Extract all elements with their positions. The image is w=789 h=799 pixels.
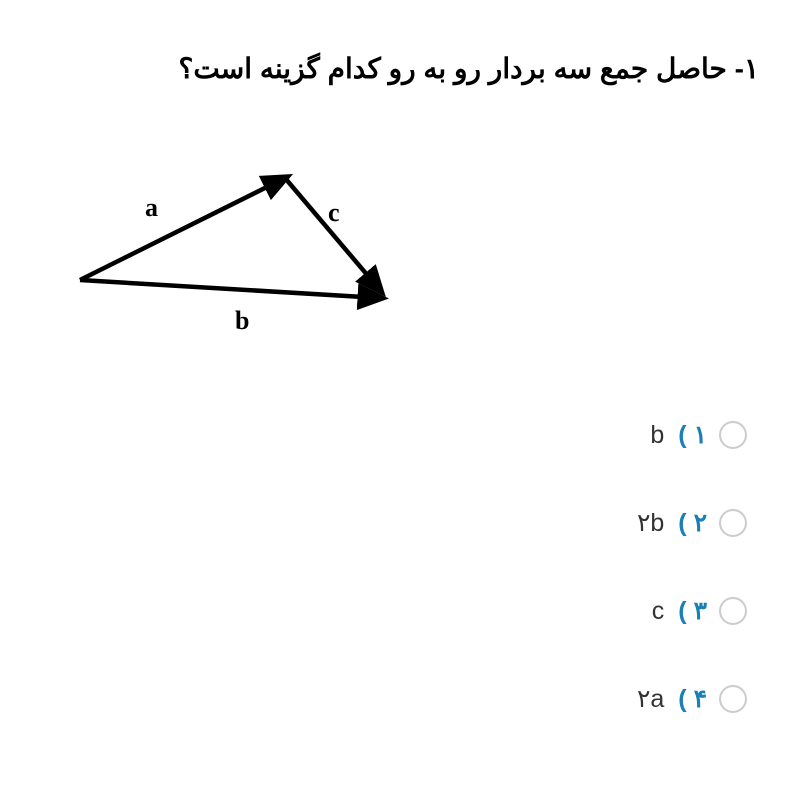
option-2-num: ۲ ) bbox=[678, 508, 707, 538]
option-3[interactable]: ۳ ) c bbox=[637, 596, 747, 626]
option-2-text: ۲b bbox=[637, 508, 664, 538]
vector-diagram: a c b bbox=[50, 160, 420, 340]
option-4[interactable]: ۴ ) ۲a bbox=[637, 684, 747, 714]
question-body: حاصل جمع سه بردار رو به رو کدام گزینه اس… bbox=[178, 53, 726, 84]
option-3-num: ۳ ) bbox=[678, 596, 707, 626]
option-1-num: ۱ ) bbox=[678, 420, 707, 450]
vector-c bbox=[285, 178, 380, 290]
label-a: a bbox=[145, 193, 158, 223]
option-2[interactable]: ۲ ) ۲b bbox=[637, 508, 747, 538]
label-b: b bbox=[235, 306, 249, 336]
option-4-num: ۴ ) bbox=[678, 684, 707, 714]
label-c: c bbox=[328, 198, 340, 228]
radio-3[interactable] bbox=[719, 597, 747, 625]
option-1-text: b bbox=[650, 421, 664, 450]
option-4-text: ۲a bbox=[637, 684, 664, 714]
radio-2[interactable] bbox=[719, 509, 747, 537]
options-list: ۱ ) b ۲ ) ۲b ۳ ) c ۴ ) ۲a bbox=[637, 420, 747, 714]
radio-4[interactable] bbox=[719, 685, 747, 713]
question-number: ۱- bbox=[735, 53, 759, 84]
vector-b bbox=[80, 280, 380, 298]
option-1[interactable]: ۱ ) b bbox=[637, 420, 747, 450]
vector-a bbox=[80, 178, 285, 280]
question-text: ۱- حاصل جمع سه بردار رو به رو کدام گزینه… bbox=[178, 52, 759, 85]
radio-1[interactable] bbox=[719, 421, 747, 449]
option-3-text: c bbox=[652, 597, 665, 626]
